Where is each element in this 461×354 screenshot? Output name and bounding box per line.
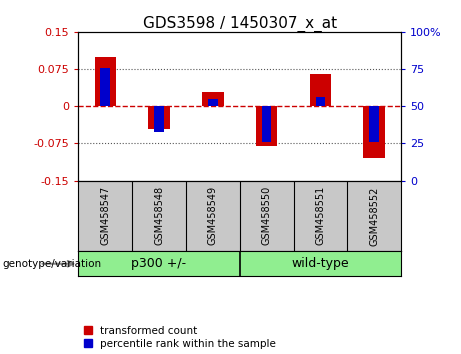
Text: GSM458550: GSM458550 [261, 186, 272, 245]
Bar [363, 106, 385, 158]
Bar [154, 106, 164, 132]
Text: GSM458549: GSM458549 [208, 186, 218, 245]
Text: GSM458551: GSM458551 [315, 186, 325, 245]
Text: GSM458552: GSM458552 [369, 186, 379, 246]
Text: GSM458548: GSM458548 [154, 186, 164, 245]
Bar [95, 57, 116, 106]
Bar [100, 68, 110, 106]
Bar [315, 97, 325, 106]
Text: GSM458547: GSM458547 [100, 186, 110, 245]
Text: wild-type: wild-type [291, 257, 349, 270]
Bar [262, 106, 272, 142]
Text: genotype/variation: genotype/variation [2, 259, 101, 269]
Bar [310, 74, 331, 106]
Legend: transformed count, percentile rank within the sample: transformed count, percentile rank withi… [83, 326, 276, 349]
Bar [202, 92, 224, 106]
Bar [256, 106, 278, 146]
Title: GDS3598 / 1450307_x_at: GDS3598 / 1450307_x_at [142, 16, 337, 32]
Bar [208, 99, 218, 106]
Bar [148, 106, 170, 129]
Bar [369, 106, 379, 142]
Text: p300 +/-: p300 +/- [131, 257, 187, 270]
